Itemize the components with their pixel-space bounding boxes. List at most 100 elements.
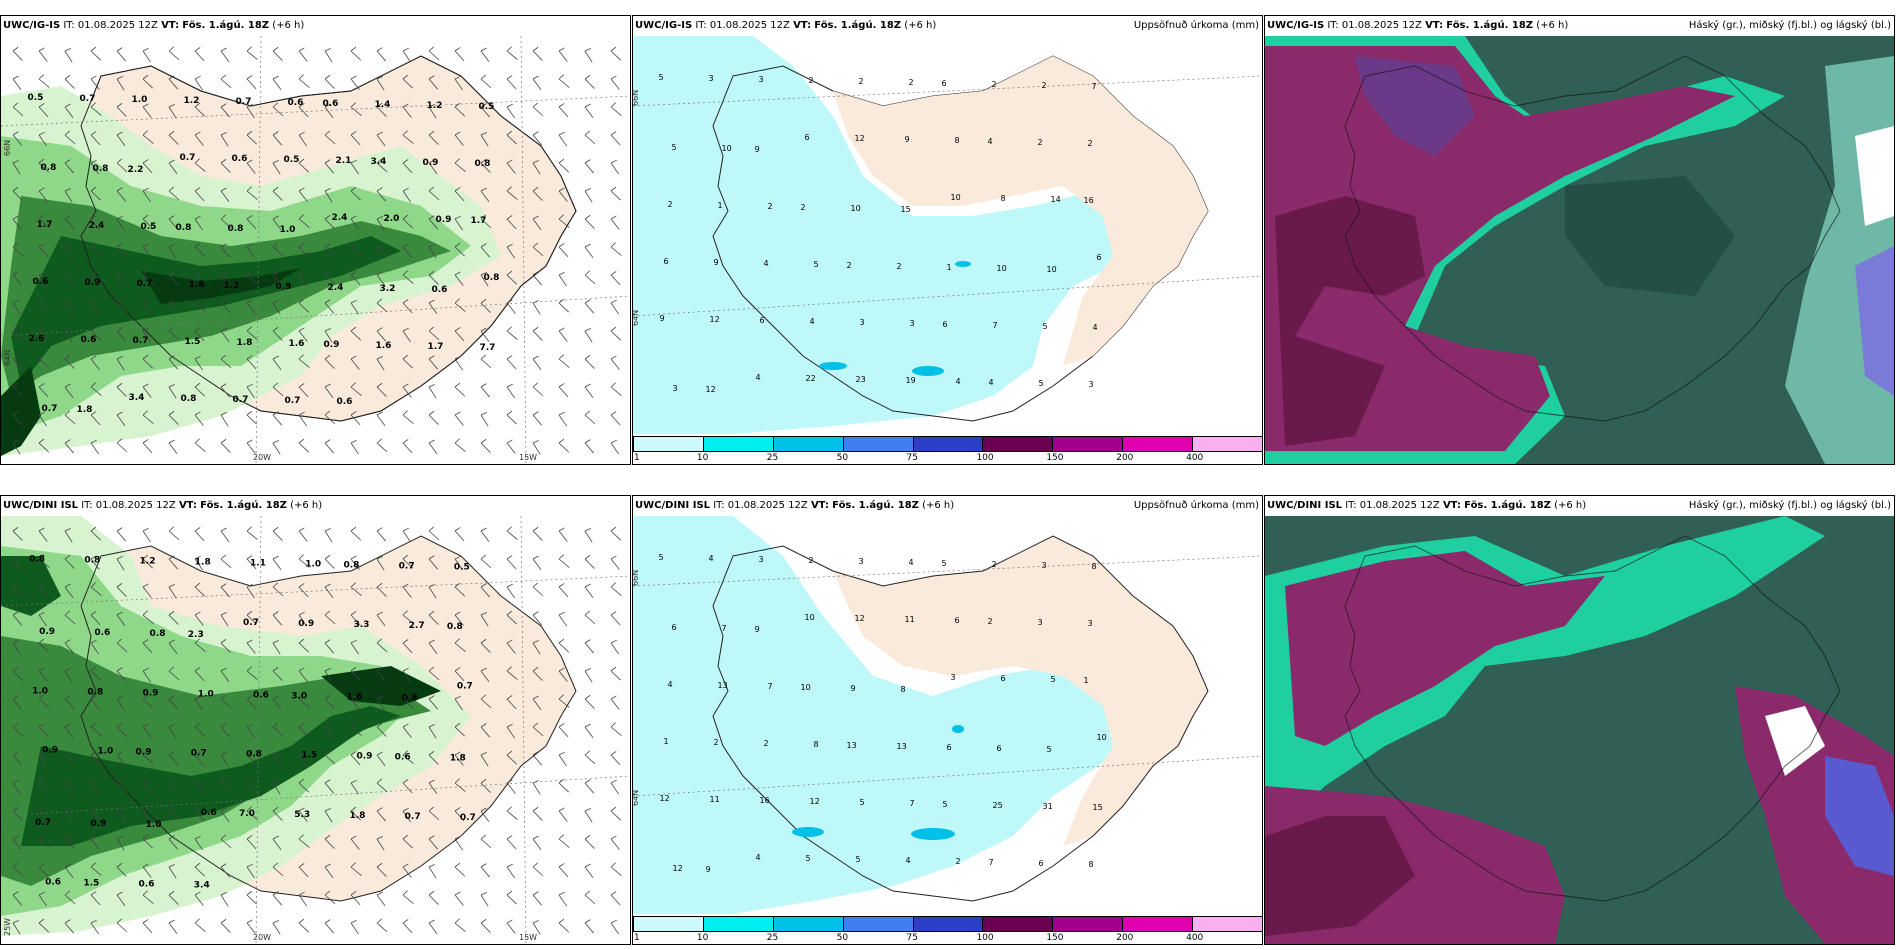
wind-barb xyxy=(532,666,543,681)
wind-barb xyxy=(298,298,310,313)
wind-barb xyxy=(376,778,388,793)
lat-label-64n: 64N xyxy=(633,790,640,806)
wind-barb xyxy=(246,326,258,340)
value-label: 0.7 xyxy=(457,681,473,691)
wind-barb xyxy=(168,890,179,905)
value-label: 4 xyxy=(756,853,761,862)
value-label: 1.6 xyxy=(346,692,362,702)
wind-barb xyxy=(12,75,22,91)
wind-barb xyxy=(246,130,258,145)
value-label: 0.7 xyxy=(233,395,249,405)
wind-barb xyxy=(558,47,568,62)
wind-barb xyxy=(610,806,622,821)
wind-barb xyxy=(506,639,516,654)
wind-barb xyxy=(584,890,596,905)
wind-barb xyxy=(324,919,335,934)
lon-label-15w: 15W xyxy=(519,933,537,942)
wind-barb xyxy=(272,555,282,571)
value-label: 0.8 xyxy=(402,693,418,703)
wind-barb xyxy=(38,751,47,767)
wind-barb xyxy=(298,158,310,173)
wind-barb xyxy=(142,439,153,454)
wind-barb xyxy=(246,806,258,820)
wind-barb xyxy=(194,918,206,932)
wind-barb xyxy=(220,214,232,229)
wind-barb xyxy=(90,639,99,655)
wind-barb xyxy=(324,159,335,174)
wind-barb xyxy=(194,638,206,652)
value-label: 7 xyxy=(1092,82,1097,91)
wind-barb xyxy=(402,74,414,89)
value-label: 0.7 xyxy=(191,749,207,759)
wind-barb xyxy=(350,779,359,795)
wind-barb xyxy=(324,383,334,399)
wind-barb xyxy=(532,751,543,766)
wind-barb xyxy=(90,891,101,906)
wind-barb xyxy=(90,271,101,286)
wind-barb xyxy=(12,751,23,766)
value-label: 7 xyxy=(768,682,773,691)
wind-darkest-area xyxy=(21,706,401,846)
wind-barb xyxy=(220,158,231,173)
wind-barb xyxy=(142,750,154,764)
wind-barb xyxy=(428,46,440,61)
wind-barb xyxy=(90,806,102,821)
wind-barb xyxy=(480,438,491,453)
wind-barb xyxy=(116,862,127,877)
wind-barb xyxy=(610,299,619,315)
value-label: 0.8 xyxy=(41,163,57,173)
wind-barb xyxy=(12,582,24,597)
wind-barb xyxy=(220,834,232,849)
value-label: 0.7 xyxy=(35,818,51,828)
wind-barb xyxy=(298,354,310,368)
wind-barb xyxy=(168,244,177,259)
wind-barb xyxy=(532,835,542,851)
wind-barb xyxy=(610,131,621,146)
wind-barb xyxy=(454,75,463,91)
wind-barb xyxy=(454,327,465,342)
wind-barb xyxy=(116,751,126,767)
value-label: 1.0 xyxy=(97,747,113,757)
lon-label-15w: 15W xyxy=(519,453,537,462)
value-label: 1.1 xyxy=(250,559,266,569)
colorbar-label: 50 xyxy=(836,453,849,463)
wind-barb xyxy=(454,582,466,597)
wind-barb xyxy=(142,639,153,654)
wind-barb xyxy=(506,890,518,905)
wind-barb xyxy=(558,863,569,878)
wind-barb xyxy=(350,102,362,116)
colorbar-segment xyxy=(912,436,984,452)
wind-barb xyxy=(506,326,518,340)
wind-barb xyxy=(584,48,593,63)
value-label: 6 xyxy=(943,320,948,329)
wind-barb xyxy=(584,74,595,89)
value-label: 0.8 xyxy=(84,556,100,566)
wind-barb xyxy=(428,384,437,399)
wind-barb xyxy=(64,410,76,425)
value-label: 6 xyxy=(1039,859,1044,868)
wind-barb xyxy=(376,298,388,313)
wind-barb xyxy=(558,751,567,767)
value-label: 0.7 xyxy=(285,396,301,406)
wind-barb xyxy=(298,271,307,287)
value-label: 4 xyxy=(988,137,993,146)
wind-barb xyxy=(64,130,76,145)
value-label: 1.7 xyxy=(428,342,444,352)
value-label: 0.6 xyxy=(337,397,353,407)
wind-barb xyxy=(38,158,50,173)
value-label: 6 xyxy=(760,316,765,325)
wind-barb xyxy=(298,131,307,147)
wind-barb xyxy=(480,298,491,313)
value-label: 4 xyxy=(668,680,673,689)
wind-barb xyxy=(246,695,257,710)
wind-barb xyxy=(168,299,178,315)
wind-barb xyxy=(610,526,622,541)
value-label: 1.4 xyxy=(375,100,391,110)
wind-barb xyxy=(610,355,620,370)
wind-barb xyxy=(298,327,308,342)
wind-barb xyxy=(90,835,100,850)
wind-barb xyxy=(480,554,492,569)
value-label: 1.8 xyxy=(349,811,365,821)
wind-barb xyxy=(90,102,102,116)
wind-barb xyxy=(402,807,411,823)
